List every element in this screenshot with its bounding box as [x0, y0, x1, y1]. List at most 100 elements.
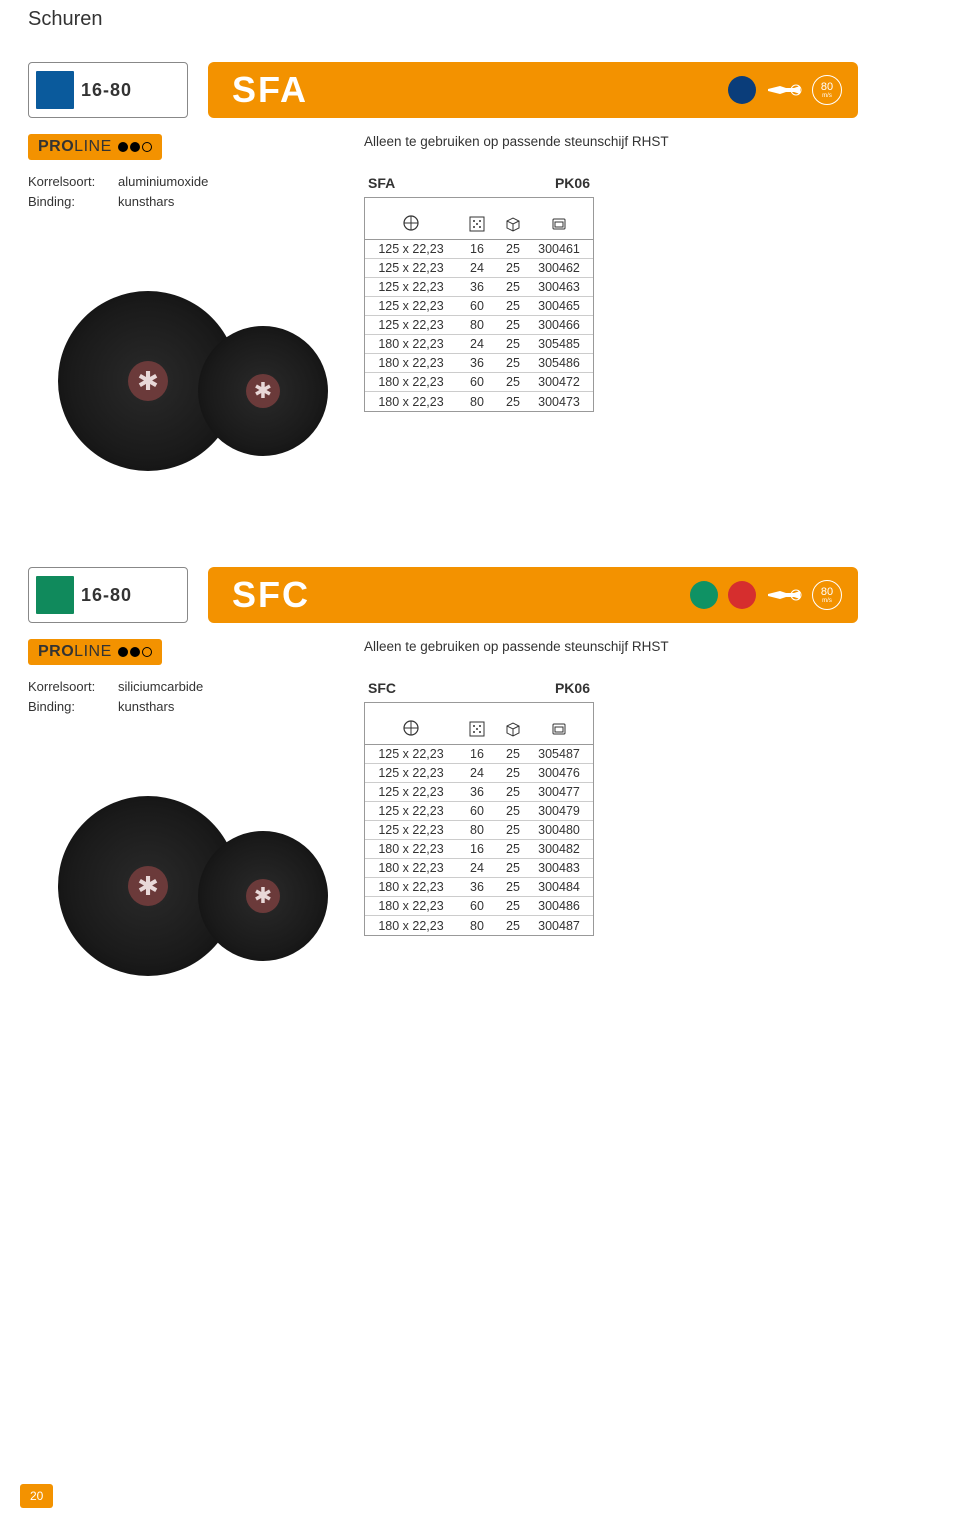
proline-text: PROLINE — [38, 643, 112, 661]
rating-dot-filled — [130, 142, 140, 152]
cell-article: 300466 — [529, 318, 589, 332]
angle-grinder-icon — [766, 80, 802, 100]
cell-qty: 25 — [497, 356, 529, 370]
data-table: 125 x 22,231625300461125 x 22,2324253004… — [364, 197, 594, 412]
cell-article: 300484 — [529, 880, 589, 894]
cell-qty: 25 — [497, 747, 529, 761]
material-dot-blue — [728, 76, 756, 104]
cell-qty: 25 — [497, 261, 529, 275]
package-icon — [505, 216, 521, 235]
cell-grit: 60 — [457, 899, 497, 913]
cell-article: 300461 — [529, 242, 589, 256]
table-row: 180 x 22,238025300473 — [365, 392, 593, 411]
cell-article: 300487 — [529, 919, 589, 933]
speed-unit: m/s — [822, 93, 832, 99]
cell-article: 300479 — [529, 804, 589, 818]
rating-dot-filled — [130, 647, 140, 657]
table-row: 125 x 22,238025300466 — [365, 316, 593, 335]
product-image: ✱ ✱ — [28, 786, 328, 986]
cell-size: 125 x 22,23 — [365, 242, 457, 256]
product-code: SFA — [232, 69, 308, 111]
spec-label: Binding: — [28, 697, 118, 717]
proline-badge: PROLINE — [28, 639, 162, 665]
specs-list: Korrelsoort: siliciumcarbide Binding: ku… — [28, 677, 358, 716]
grit-range-text: 16-80 — [81, 80, 132, 101]
spec-row: Korrelsoort: siliciumcarbide — [28, 677, 358, 697]
cell-grit: 60 — [457, 299, 497, 313]
speed-badge: 80 m/s — [812, 580, 842, 610]
speed-value: 80 — [821, 82, 833, 93]
cell-size: 180 x 22,23 — [365, 356, 457, 370]
cell-size: 180 x 22,23 — [365, 919, 457, 933]
spec-row: Binding: kunsthars — [28, 192, 358, 212]
dimension-icon — [402, 214, 420, 235]
cell-article: 305487 — [529, 747, 589, 761]
data-table: 125 x 22,231625305487125 x 22,2324253004… — [364, 702, 594, 936]
cell-qty: 25 — [497, 375, 529, 389]
table-row: 180 x 22,231625300482 — [365, 840, 593, 859]
cell-size: 125 x 22,23 — [365, 747, 457, 761]
table-row: 125 x 22,238025300480 — [365, 821, 593, 840]
cell-grit: 24 — [457, 861, 497, 875]
cell-article: 300473 — [529, 395, 589, 409]
cell-size: 180 x 22,23 — [365, 880, 457, 894]
cell-grit: 24 — [457, 766, 497, 780]
header-bar: SFA 80 m/s — [208, 62, 858, 118]
cell-size: 125 x 22,23 — [365, 804, 457, 818]
section-header: 16-80 SFC 80 m/s — [28, 567, 858, 623]
cell-size: 125 x 22,23 — [365, 318, 457, 332]
article-icon — [551, 721, 567, 740]
spec-value: kunsthars — [118, 192, 174, 212]
cell-qty: 25 — [497, 337, 529, 351]
disc-small: ✱ — [198, 831, 328, 961]
cell-size: 180 x 22,23 — [365, 337, 457, 351]
product-image: ✱ ✱ — [28, 281, 328, 481]
grit-pattern-icon — [35, 70, 75, 110]
cell-size: 125 x 22,23 — [365, 785, 457, 799]
table-title-row: SFA PK06 — [364, 175, 594, 197]
spec-value: aluminiumoxide — [118, 172, 208, 192]
cell-qty: 25 — [497, 318, 529, 332]
rating-dot-empty — [142, 647, 152, 657]
table-code: SFC — [368, 680, 396, 696]
product-section-sfc: 16-80 SFC 80 m/s PROLINE — [28, 567, 858, 986]
cell-article: 300486 — [529, 899, 589, 913]
cell-size: 125 x 22,23 — [365, 823, 457, 837]
table-row: 180 x 22,233625300484 — [365, 878, 593, 897]
table-row: 180 x 22,236025300486 — [365, 897, 593, 916]
spec-label: Korrelsoort: — [28, 677, 118, 697]
rating-dot-empty — [142, 142, 152, 152]
dimension-icon — [402, 719, 420, 740]
header-icon-group: 80 m/s — [728, 75, 842, 105]
cell-grit: 60 — [457, 375, 497, 389]
table-header-icons — [365, 703, 593, 745]
cell-qty: 25 — [497, 395, 529, 409]
grit-range-box: 16-80 — [28, 62, 188, 118]
header-icon-group: 80 m/s — [690, 580, 842, 610]
table-row: 180 x 22,232425300483 — [365, 859, 593, 878]
table-body: 125 x 22,231625305487125 x 22,2324253004… — [365, 745, 593, 935]
cell-size: 125 x 22,23 — [365, 261, 457, 275]
grit-icon — [469, 216, 485, 235]
spec-label: Korrelsoort: — [28, 172, 118, 192]
table-row: 180 x 22,238025300487 — [365, 916, 593, 935]
spec-row: Binding: kunsthars — [28, 697, 358, 717]
cell-size: 125 x 22,23 — [365, 299, 457, 313]
cell-qty: 25 — [497, 280, 529, 294]
table-row: 125 x 22,232425300462 — [365, 259, 593, 278]
cell-size: 180 x 22,23 — [365, 861, 457, 875]
angle-grinder-icon — [766, 585, 802, 605]
cell-article: 305486 — [529, 356, 589, 370]
cell-qty: 25 — [497, 919, 529, 933]
cell-qty: 25 — [497, 766, 529, 780]
grit-range-box: 16-80 — [28, 567, 188, 623]
cell-article: 300477 — [529, 785, 589, 799]
table-row: 180 x 22,232425305485 — [365, 335, 593, 354]
usage-note: Alleen te gebruiken op passende steunsch… — [364, 134, 858, 149]
cell-qty: 25 — [497, 785, 529, 799]
grit-icon — [469, 721, 485, 740]
disc-small: ✱ — [198, 326, 328, 456]
cell-article: 300483 — [529, 861, 589, 875]
cell-grit: 80 — [457, 823, 497, 837]
cell-grit: 24 — [457, 261, 497, 275]
